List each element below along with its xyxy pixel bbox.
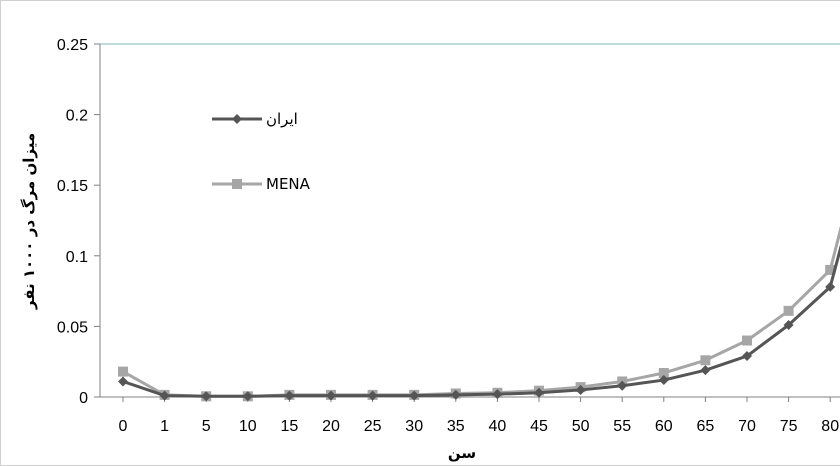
y-tick-label: 0.15 (57, 178, 88, 195)
x-tick-label: 60 (655, 418, 673, 435)
data-point (783, 319, 794, 330)
data-point (201, 391, 212, 402)
x-tick-label: 50 (572, 418, 590, 435)
data-point (159, 390, 170, 401)
data-point (825, 281, 836, 292)
y-tick-label: 0.25 (57, 37, 88, 54)
x-axis-title: سن (448, 444, 476, 462)
data-point (742, 351, 752, 362)
data-point (326, 390, 336, 401)
legend: ایران MENA (212, 110, 311, 193)
y-tick-labels: 0 0.05 0.1 0.15 0.2 0.25 (57, 37, 88, 407)
x-tick-label: 70 (738, 418, 756, 435)
series-line (122, 225, 840, 398)
x-tick-label: 55 (613, 418, 631, 435)
data-point (783, 305, 794, 316)
y-tick-label: 0.2 (66, 108, 88, 125)
y-tick-label: 0.05 (57, 319, 88, 336)
data-point (658, 367, 669, 378)
x-tick-label: 35 (447, 418, 465, 435)
x-tick-label: 0 (119, 418, 128, 435)
x-tick-label: 75 (780, 418, 798, 435)
data-point (700, 365, 711, 376)
x-tick-label: 1 (160, 418, 169, 435)
y-axis-title: میزان مرگ در ۱۰۰۰ نفر (20, 133, 38, 310)
x-tick-label: 45 (530, 418, 548, 435)
y-tick-label: 0.1 (66, 249, 88, 266)
data-point (742, 335, 752, 346)
series-line (122, 244, 840, 398)
legend-iran: ایران (212, 110, 298, 128)
legend-marker-diamond (232, 114, 242, 124)
data-point (534, 387, 544, 398)
data-point (700, 355, 711, 366)
data-point (492, 389, 503, 400)
x-tick-label: 15 (281, 418, 299, 435)
x-tick-label: 30 (405, 418, 423, 435)
series-iran (118, 244, 840, 402)
legend-mena: MENA (212, 175, 311, 193)
x-tick-label: 5 (202, 418, 211, 435)
x-tick-label: 80 (821, 418, 839, 435)
data-point (118, 366, 128, 377)
x-tick-label: 20 (322, 418, 340, 435)
legend-marker-square (232, 179, 242, 189)
data-point (284, 390, 295, 401)
x-tick-label: 10 (239, 418, 257, 435)
x-tick-labels: 01510152025303540455055606570758085+ (119, 418, 840, 435)
legend-label: MENA (266, 175, 311, 193)
data-point (617, 380, 628, 391)
x-tick-label: 65 (697, 418, 715, 435)
data-point (450, 389, 461, 400)
data-point (118, 376, 128, 387)
x-tick-label: 25 (364, 418, 382, 435)
y-tick-label: 0 (79, 390, 88, 407)
data-point (825, 264, 836, 275)
data-point (575, 384, 586, 395)
data-point (367, 390, 378, 401)
data-point (409, 390, 420, 401)
series-mena (118, 225, 840, 402)
series-group (118, 225, 840, 402)
legend-label: ایران (266, 110, 298, 128)
x-tick-label: 40 (489, 418, 507, 435)
data-point (242, 391, 253, 402)
data-point (658, 375, 669, 386)
